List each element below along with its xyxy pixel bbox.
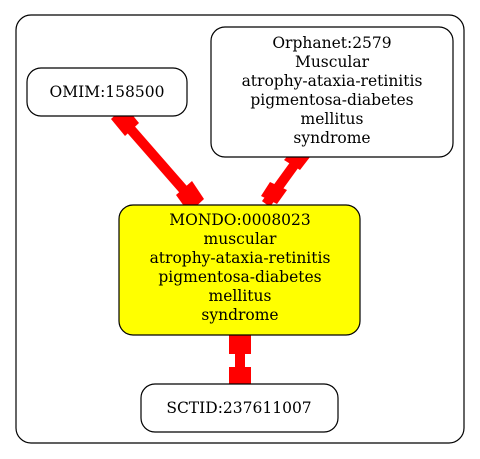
node-sctid-box xyxy=(140,383,339,433)
edge-tail-box xyxy=(229,334,251,354)
node-mondo[interactable]: MONDO:0008023 muscular atrophy-ataxia-re… xyxy=(118,204,361,336)
node-mondo-line-6: syndrome xyxy=(201,306,278,324)
node-mondo-box xyxy=(118,204,361,336)
node-orphanet-line-5: mellitus xyxy=(301,110,364,128)
node-omim-box xyxy=(26,67,188,117)
node-mondo-line-2: muscular xyxy=(204,230,277,248)
node-orphanet-line-1: Orphanet:2579 xyxy=(272,34,391,52)
node-mondo-line-1: MONDO:0008023 xyxy=(169,211,311,229)
node-omim-label: OMIM:158500 xyxy=(50,83,165,101)
edge-head-box xyxy=(229,367,251,387)
node-mondo-line-5: mellitus xyxy=(209,287,272,305)
node-orphanet-line-2: Muscular xyxy=(295,53,370,71)
node-orphanet-line-4: pigmentosa-diabetes xyxy=(250,91,413,109)
node-orphanet-box xyxy=(210,26,454,158)
node-orphanet-line-3: atrophy-ataxia-retinitis xyxy=(242,72,423,90)
node-mondo-line-4: pigmentosa-diabetes xyxy=(158,268,321,286)
node-omim[interactable]: OMIM:158500 xyxy=(26,67,188,117)
node-orphanet[interactable]: Orphanet:2579 Muscular atrophy-ataxia-re… xyxy=(210,26,454,158)
edge-head-diamond xyxy=(261,182,287,204)
node-mondo-line-3: atrophy-ataxia-retinitis xyxy=(150,249,331,267)
edge-mondo-to-sctid xyxy=(229,334,251,387)
node-orphanet-line-6: syndrome xyxy=(293,129,370,147)
node-sctid[interactable]: SCTID:237611007 xyxy=(140,383,339,433)
node-sctid-label: SCTID:237611007 xyxy=(166,399,311,417)
